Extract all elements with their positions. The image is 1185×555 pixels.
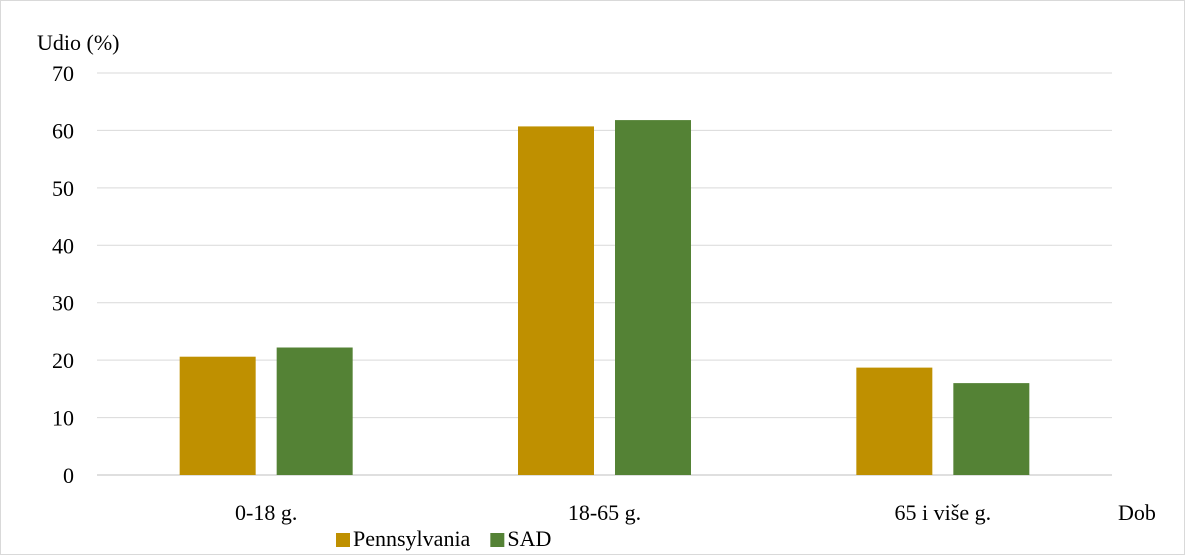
bar-pennsylvania-2 [518,126,594,475]
y-tick-label: 30 [52,291,74,316]
bar-sad-3 [953,383,1030,475]
y-tick-label: 70 [52,61,74,86]
legend: Pennsylvania SAD [336,526,551,551]
legend-label-sad: SAD [507,526,551,551]
x-tick-label: 65 i više g. [895,500,992,525]
y-tick-label: 0 [63,463,74,488]
bar-pennsylvania-1 [179,356,256,475]
bar-sad-1 [276,347,353,475]
y-axis-title: Udio (%) [37,30,119,55]
legend-swatch-pennsylvania [336,533,350,547]
y-axis-ticks: 0 10 20 30 40 50 60 70 [52,61,74,488]
bars [179,120,1030,475]
y-tick-label: 40 [52,233,74,258]
x-tick-label: 0-18 g. [235,500,297,525]
y-tick-label: 10 [52,406,74,431]
legend-swatch-sad [490,533,505,547]
x-tick-label: 18-65 g. [568,500,641,525]
bar-pennsylvania-3 [856,367,933,475]
bar-sad-2 [615,120,691,475]
y-tick-label: 50 [52,176,74,201]
legend-label-pennsylvania: Pennsylvania [353,526,471,551]
y-tick-label: 60 [52,118,74,143]
x-axis-ticks: 0-18 g. 18-65 g. 65 i više g. [235,500,991,525]
y-tick-label: 20 [52,348,74,373]
gridlines [97,72,1112,476]
x-axis-title: Dob [1118,500,1156,525]
